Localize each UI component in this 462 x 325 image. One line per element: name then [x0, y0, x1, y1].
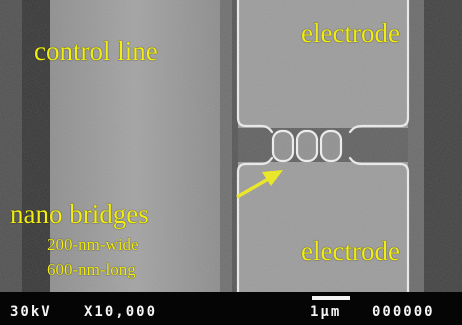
noise-overlay	[0, 0, 462, 292]
databar-voltage: 30kV	[10, 304, 52, 320]
databar-magnification: X10,000	[84, 304, 158, 320]
databar	[0, 292, 462, 325]
databar-scale: 1µm	[310, 304, 342, 320]
label-nano-bridges: nano bridges	[10, 199, 149, 229]
label-control-line: control line	[34, 36, 158, 66]
label-bridge-width: 200-nm-wide	[47, 235, 139, 254]
label-electrode-bottom: electrode	[301, 236, 400, 266]
scale-bar	[312, 296, 350, 300]
label-bridge-length: 600-nm-long	[47, 260, 136, 279]
databar-number: 000000	[372, 304, 435, 320]
label-electrode-top: electrode	[301, 18, 400, 48]
